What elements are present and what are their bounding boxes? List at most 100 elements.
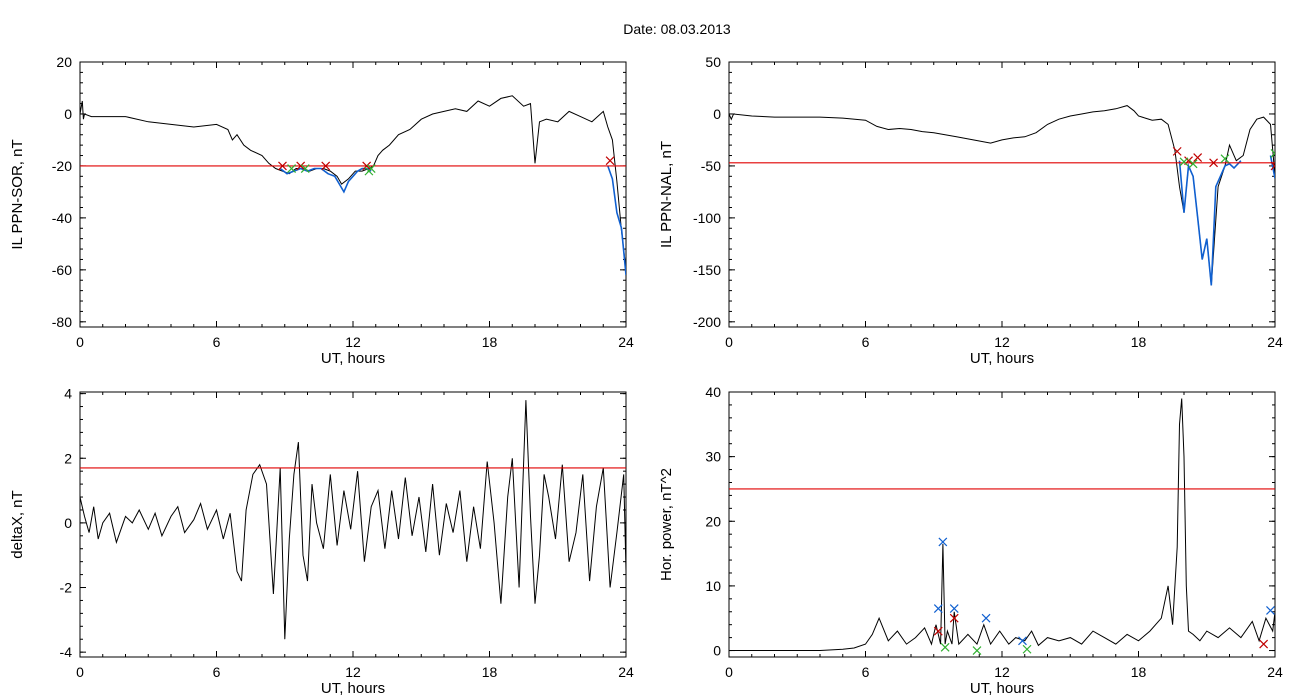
- panel-il-ppn-nal: 0 6 12 18 24 50 0 -50 -100 -150 -200 UT, hours IL PP…: [658, 54, 1283, 367]
- panel-il-ppn-sor: 0 6 12 18 24 20 0 -20 -40 -60 -80 UT, hours IL PPN-S…: [9, 54, 634, 367]
- y-axis-title: Hor. power, nT^2: [658, 468, 675, 581]
- y-tick-label: -200: [693, 314, 721, 330]
- y-tick-label: 0: [713, 643, 721, 659]
- y-tick-label: 50: [705, 54, 721, 70]
- y-tick-label: 20: [705, 513, 721, 529]
- y-tick-label: -50: [701, 158, 721, 174]
- data-line: [729, 398, 1275, 651]
- panel-deltax: 0 6 12 18 24 4 2 0 -2 -4 UT, hours deltaX, nT: [9, 386, 634, 697]
- y-tick-label: -40: [52, 210, 72, 226]
- y-tick-label: 2: [64, 450, 72, 466]
- x-axis-title: UT, hours: [321, 350, 385, 367]
- y-tick-label: 0: [713, 106, 721, 122]
- event-marker: [949, 604, 959, 613]
- x-tick-label: 24: [618, 664, 634, 680]
- figure-title: Date: 08.03.2013: [623, 21, 731, 37]
- y-tick-label: 40: [705, 384, 721, 400]
- x-tick-label: 6: [213, 334, 221, 350]
- event-marker: [1193, 153, 1203, 163]
- x-tick-label: 0: [76, 334, 84, 350]
- x-tick-label: 6: [862, 334, 870, 350]
- x-tick-label: 12: [345, 664, 361, 680]
- y-axis-title: deltaX, nT: [9, 490, 26, 558]
- event-marker: [1022, 644, 1032, 654]
- plot-area: [80, 95, 626, 276]
- x-tick-label: 18: [1131, 334, 1147, 350]
- highlight-segment-line: [1178, 160, 1242, 286]
- highlight-segment-line: [607, 165, 626, 276]
- event-marker: [296, 161, 306, 171]
- plot-area: [80, 400, 626, 640]
- x-tick-label: 18: [482, 334, 498, 350]
- event-marker: [278, 161, 287, 171]
- y-tick-label: 0: [64, 515, 72, 531]
- data-line: [729, 105, 1275, 286]
- y-tick-label: 20: [56, 54, 72, 70]
- y-tick-label: 30: [705, 449, 721, 465]
- y-axis-title: IL PPN-SOR, nT: [9, 139, 26, 249]
- event-marker: [981, 613, 991, 623]
- event-marker: [938, 537, 948, 547]
- event-marker: [1188, 159, 1198, 169]
- x-tick-label: 24: [1267, 664, 1283, 680]
- y-tick-label: 4: [64, 386, 72, 402]
- event-marker: [362, 161, 372, 171]
- event-marker: [287, 164, 296, 173]
- y-tick-label: -150: [693, 262, 721, 278]
- event-marker: [1270, 149, 1275, 158]
- event-marker: [1179, 157, 1189, 167]
- y-axis-title: IL PPN-NAL, nT: [658, 141, 675, 248]
- event-marker: [300, 164, 310, 173]
- x-tick-label: 6: [862, 664, 870, 680]
- panel-hor-power: 0 6 12 18 24 40 30 20 10 0 UT, hours Hor. power, nT…: [658, 384, 1283, 697]
- event-marker: [1018, 636, 1027, 646]
- event-marker: [321, 161, 331, 171]
- y-tick-label: 0: [64, 106, 72, 122]
- plot-frame: [79, 391, 627, 658]
- x-tick-label: 6: [213, 664, 221, 680]
- x-tick-label: 12: [994, 664, 1010, 680]
- event-marker: [1259, 639, 1269, 649]
- y-tick-label: -4: [60, 644, 73, 660]
- y-tick-label: 10: [705, 578, 721, 594]
- data-line: [80, 400, 626, 640]
- plot-frame: [79, 61, 627, 328]
- x-tick-label: 12: [994, 334, 1010, 350]
- y-tick-label: -100: [693, 210, 721, 226]
- event-marker: [949, 613, 959, 623]
- x-tick-label: 12: [345, 334, 361, 350]
- y-tick-label: -60: [52, 262, 72, 278]
- highlight-segment-line: [279, 167, 372, 194]
- x-tick-label: 24: [1267, 334, 1283, 350]
- x-tick-label: 24: [618, 334, 634, 350]
- y-tick-label: -20: [52, 158, 72, 174]
- event-marker: [1220, 154, 1230, 164]
- event-marker: [933, 604, 943, 613]
- event-marker: [1270, 161, 1275, 171]
- highlight-segment-line: [1269, 155, 1275, 179]
- event-marker: [605, 156, 615, 166]
- x-tick-label: 0: [725, 664, 733, 680]
- x-tick-label: 18: [482, 664, 498, 680]
- plot-frame: [728, 391, 1276, 658]
- plot-area: [729, 398, 1275, 655]
- x-tick-label: 18: [1131, 664, 1147, 680]
- y-tick-label: -2: [60, 580, 73, 596]
- event-marker: [1172, 146, 1182, 156]
- plot-area: [729, 105, 1275, 286]
- x-tick-label: 0: [76, 664, 84, 680]
- event-marker: [940, 642, 950, 652]
- x-tick-label: 0: [725, 334, 733, 350]
- event-marker: [1266, 606, 1275, 615]
- x-axis-title: UT, hours: [970, 680, 1034, 697]
- event-marker: [972, 646, 982, 655]
- x-axis-title: UT, hours: [321, 680, 385, 697]
- y-tick-label: -80: [52, 314, 72, 330]
- plot-frame: [728, 61, 1276, 328]
- data-line: [80, 95, 626, 270]
- event-marker: [933, 626, 943, 636]
- x-axis-title: UT, hours: [970, 350, 1034, 367]
- event-marker: [366, 164, 376, 173]
- event-marker: [1209, 158, 1218, 168]
